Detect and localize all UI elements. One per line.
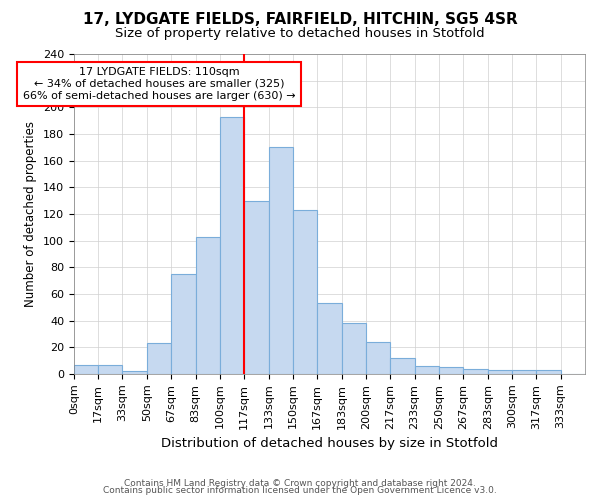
Bar bbox=[488, 370, 512, 374]
Bar bbox=[98, 364, 122, 374]
Bar bbox=[220, 116, 244, 374]
Bar bbox=[74, 364, 98, 374]
Text: Contains public sector information licensed under the Open Government Licence v3: Contains public sector information licen… bbox=[103, 486, 497, 495]
Bar bbox=[439, 368, 463, 374]
Bar bbox=[366, 342, 390, 374]
Bar bbox=[196, 236, 220, 374]
Bar bbox=[171, 274, 196, 374]
Text: Size of property relative to detached houses in Stotfold: Size of property relative to detached ho… bbox=[115, 28, 485, 40]
Bar bbox=[390, 358, 415, 374]
Bar bbox=[463, 368, 488, 374]
Bar bbox=[269, 148, 293, 374]
Bar bbox=[244, 200, 269, 374]
Bar bbox=[122, 372, 147, 374]
Text: 17, LYDGATE FIELDS, FAIRFIELD, HITCHIN, SG5 4SR: 17, LYDGATE FIELDS, FAIRFIELD, HITCHIN, … bbox=[83, 12, 517, 28]
X-axis label: Distribution of detached houses by size in Stotfold: Distribution of detached houses by size … bbox=[161, 437, 498, 450]
Y-axis label: Number of detached properties: Number of detached properties bbox=[24, 121, 37, 307]
Bar bbox=[147, 344, 171, 374]
Bar bbox=[536, 370, 560, 374]
Bar bbox=[341, 324, 366, 374]
Bar bbox=[317, 304, 341, 374]
Bar bbox=[512, 370, 536, 374]
Text: 17 LYDGATE FIELDS: 110sqm
← 34% of detached houses are smaller (325)
66% of semi: 17 LYDGATE FIELDS: 110sqm ← 34% of detac… bbox=[23, 68, 295, 100]
Bar bbox=[293, 210, 317, 374]
Bar bbox=[415, 366, 439, 374]
Text: Contains HM Land Registry data © Crown copyright and database right 2024.: Contains HM Land Registry data © Crown c… bbox=[124, 478, 476, 488]
